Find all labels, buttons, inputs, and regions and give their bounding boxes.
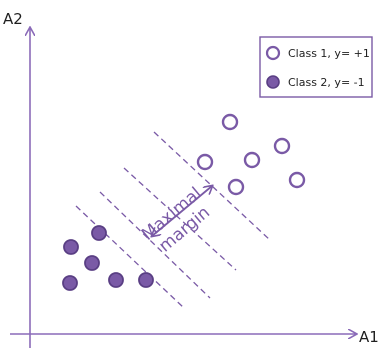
class1-point — [221, 113, 239, 131]
y-axis-label: A2 — [3, 10, 23, 28]
class2-point — [63, 239, 79, 255]
legend-class2-marker — [266, 75, 280, 89]
class2-point — [138, 272, 154, 288]
class1-point — [273, 137, 291, 155]
class1-point — [288, 171, 306, 189]
class2-point — [91, 225, 107, 241]
class2-point — [108, 272, 124, 288]
class2-point — [62, 275, 78, 291]
x-axis-label: A1 — [359, 328, 378, 346]
class1-points — [196, 113, 306, 196]
legend-class1-label: Class 1, y= +1 — [288, 47, 370, 60]
legend: Class 1, y= +1 Class 2, y= -1 — [259, 36, 373, 98]
legend-box — [259, 36, 373, 98]
class2-points — [62, 225, 154, 291]
dashed-line-3 — [99, 191, 211, 299]
dashed-line-4 — [75, 205, 185, 309]
class1-point — [196, 153, 214, 171]
margin-arrow — [152, 186, 212, 236]
margin-annotation: Maximal margin — [138, 184, 214, 257]
class2-point — [84, 255, 100, 271]
legend-class2-label: Class 2, y= -1 — [288, 76, 365, 89]
class1-point — [243, 151, 261, 169]
class1-point — [227, 178, 245, 196]
legend-class1-marker — [265, 45, 281, 61]
dashed-line-1 — [153, 131, 271, 241]
